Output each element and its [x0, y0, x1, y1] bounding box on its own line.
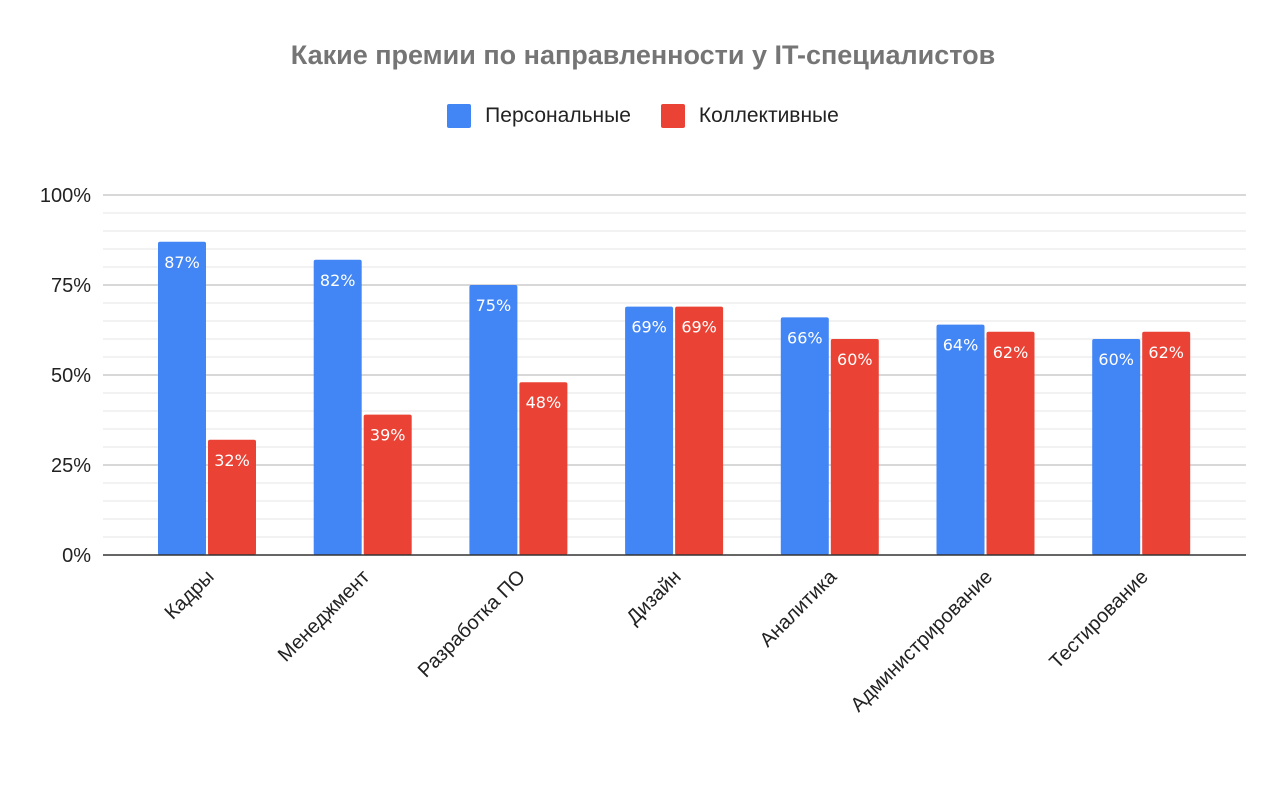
x-tick-label: Тестирование	[1045, 566, 1152, 673]
data-label: 69%	[681, 318, 717, 337]
bar-personal	[1092, 339, 1141, 555]
data-label: 60%	[837, 350, 873, 369]
data-label: 39%	[370, 426, 406, 445]
bar-personal	[625, 306, 674, 555]
x-tick-label: Кадры	[161, 566, 219, 624]
data-label: 64%	[943, 336, 979, 355]
bar-personal	[158, 241, 206, 556]
data-label: 62%	[993, 343, 1029, 362]
legend-item-collective: Коллективные	[660, 104, 839, 128]
data-label: 48%	[526, 393, 562, 412]
y-tick-label: 50%	[51, 365, 91, 387]
x-tick-label: Аналитика	[756, 565, 842, 651]
bar-collective	[830, 339, 879, 555]
legend-label-personal: Персональные	[485, 104, 631, 127]
legend: Персональные Коллективные	[0, 104, 1286, 128]
data-label: 75%	[476, 296, 512, 315]
bar-collective	[519, 382, 568, 555]
data-label: 60%	[1098, 350, 1134, 369]
bar-personal	[313, 259, 362, 555]
x-tick-label: Менеджмент	[274, 566, 374, 666]
bar-collective	[675, 306, 724, 555]
y-tick-label: 0%	[62, 545, 91, 567]
y-tick-label: 25%	[51, 455, 91, 477]
legend-swatch-personal	[447, 104, 472, 128]
bar-personal	[469, 285, 518, 555]
data-label: 62%	[1148, 343, 1184, 362]
bar-collective	[1142, 331, 1191, 555]
x-tick-label: Разработка ПО	[414, 566, 530, 682]
legend-swatch-collective	[660, 104, 685, 128]
data-label: 87%	[164, 253, 200, 272]
y-tick-label: 75%	[51, 275, 91, 297]
chart-title: Какие премии по направленности у IT-спец…	[290, 40, 996, 70]
bar-collective	[363, 414, 412, 555]
data-label: 69%	[631, 318, 667, 337]
bar-personal	[780, 317, 829, 555]
y-tick-label: 100%	[40, 185, 91, 207]
data-label: 82%	[320, 271, 356, 290]
legend-label-collective: Коллективные	[698, 104, 839, 127]
data-label: 32%	[214, 451, 250, 470]
data-label: 66%	[787, 328, 823, 347]
x-tick-label: Администрирование	[847, 566, 997, 716]
bar-personal	[936, 324, 985, 555]
x-tick-label: Дизайн	[623, 566, 686, 629]
bar-collective	[986, 331, 1035, 555]
legend-item-personal: Персональные	[447, 104, 631, 128]
bar-collective	[208, 439, 256, 555]
